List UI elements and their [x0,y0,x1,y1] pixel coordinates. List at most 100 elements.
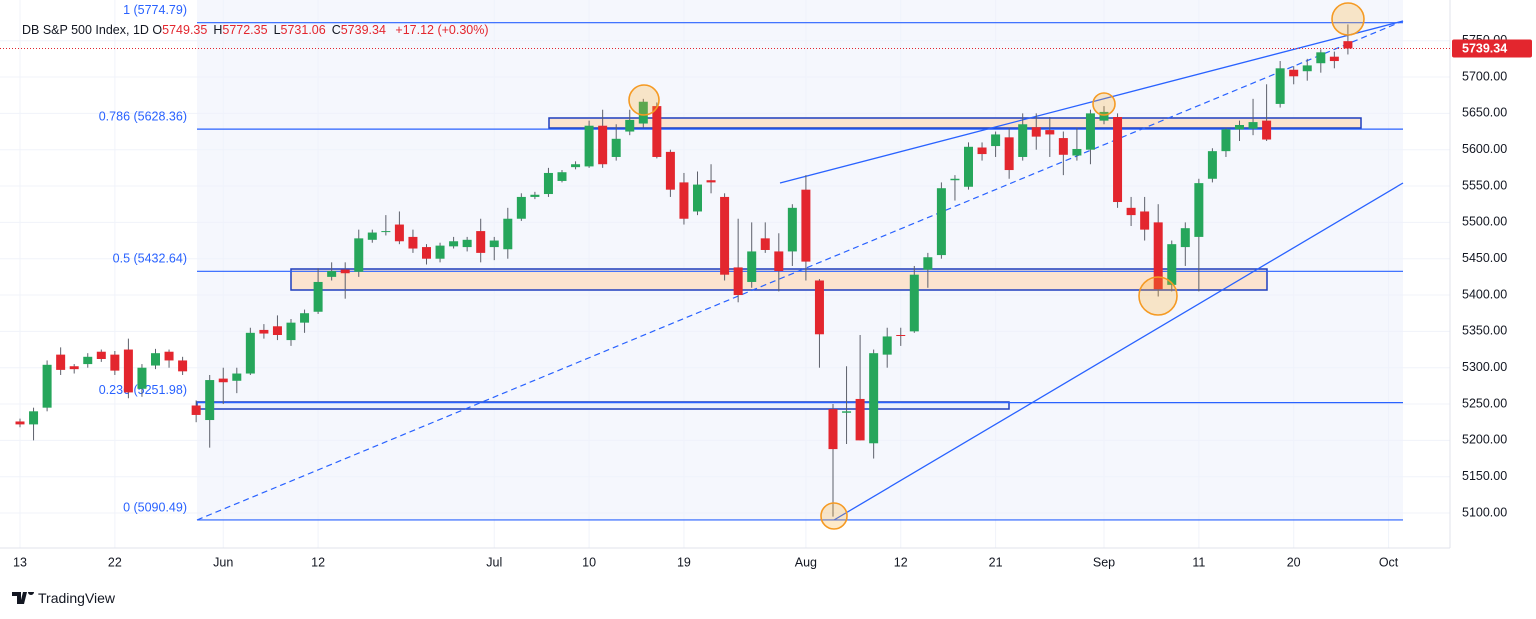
x-tick-label: 12 [894,555,908,569]
legend: DB S&P 500 Index, 1D O5749.35 H5772.35 L57… [22,23,495,37]
candle-body [1235,124,1244,130]
candle-body [787,207,797,252]
candle-body [1085,113,1095,150]
candle-body [923,257,933,270]
x-tick-label: Aug [795,555,817,569]
x-tick-label: 21 [989,555,1003,569]
y-tick-label: 5600.00 [1462,142,1507,156]
x-tick-label: Jul [486,555,502,569]
legend-value: 5772.35 [222,23,268,37]
candle-body [1167,244,1177,285]
candle-body [1031,127,1041,137]
candle-body [367,232,377,240]
trend-line-dashed [196,20,1404,521]
candle-body [1153,222,1163,290]
legend-key: C [331,23,341,37]
candle-body [571,164,581,168]
candle-body [869,353,879,444]
fib-label: 0 (5090.49) [123,500,187,514]
x-tick-label: Oct [1379,555,1399,569]
highlight-circle [1092,92,1116,116]
x-tick-label: 13 [13,555,27,569]
fib-label: 0.786 (5628.36) [99,109,187,123]
y-tick-label: 5250.00 [1462,396,1507,410]
y-tick-label: 5550.00 [1462,178,1507,192]
candle-body [896,335,906,337]
candle-body [1140,211,1150,230]
y-tick-label: 5400.00 [1462,287,1507,301]
last-price-tag [1452,39,1532,58]
candle-body [205,380,215,421]
fib-levels: 0 (5090.49) 0.236 (5251.98) 0.5 (5432.64) 0… [99,3,1403,521]
y-tick-label: 5150.00 [1462,469,1507,483]
highlight-circle [1331,2,1365,36]
candle-body [110,354,120,371]
candle-body [842,411,852,413]
legend-value: 5731.06 [280,23,326,37]
candle-body [435,245,445,259]
candle-body [1262,120,1272,140]
candle-body [516,196,526,219]
candle-body [1018,124,1028,157]
y-tick-label: 5350.00 [1462,324,1507,338]
candle-body [272,326,282,336]
candle-body [1248,122,1258,129]
candle-body [855,398,865,441]
symbol: DB S&P 500 Index, 1D [22,23,149,37]
candle-body [557,172,567,181]
candle-body [69,366,79,370]
fib-label: 1 (5774.79) [123,3,187,17]
candle-body [340,269,350,274]
candle-body [693,184,702,212]
x-tick-label: 10 [582,555,596,569]
candle-body [828,409,838,450]
candle-body [476,231,486,253]
trend-line [833,182,1404,521]
candle-body [733,267,743,296]
candle-body [936,188,946,256]
candle-body [530,194,540,197]
candle-body [354,238,364,272]
candle-body [1207,151,1217,179]
candle-body [1045,130,1055,135]
candle-body [245,332,255,374]
candle-body [1194,183,1204,237]
candle-body [15,421,25,425]
fib-label: 0.5 (5432.64) [113,252,187,266]
x-tick-label: 11 [1192,555,1205,569]
candle-body [638,101,648,124]
candle-body [42,364,52,408]
x-tick-label: 20 [1287,555,1301,569]
candle-body [1221,129,1231,152]
candle-body [909,274,919,332]
candle-body [394,224,404,242]
candle-body [720,196,730,275]
candle-body [977,147,987,155]
legend-key: L [273,23,281,37]
candle-body [408,236,418,249]
candle-body [1329,56,1339,62]
candle-body [625,119,635,132]
candle-body [611,138,621,157]
candle-body [218,378,228,383]
change: +17.12 (+0.30%) [395,23,489,37]
candle-body [706,180,716,183]
candle-body [1289,69,1299,77]
candle-body [151,353,160,366]
candle-body [1343,41,1353,49]
candle-body [56,354,66,370]
legend-value: 5739.34 [340,23,386,37]
fib-label: 0.236 (5251.98) [99,383,187,397]
y-tick-label: 5200.00 [1462,433,1507,447]
candle-body [814,280,824,335]
candle-body [1113,116,1123,203]
logo [12,592,34,604]
candle-body [29,411,39,425]
candle-body [760,238,770,250]
candle-body [462,239,472,248]
y-tick-label: 5500.00 [1462,215,1507,229]
candle-body [178,360,188,372]
candle-body [422,247,431,259]
highlight-circle [1138,276,1178,316]
